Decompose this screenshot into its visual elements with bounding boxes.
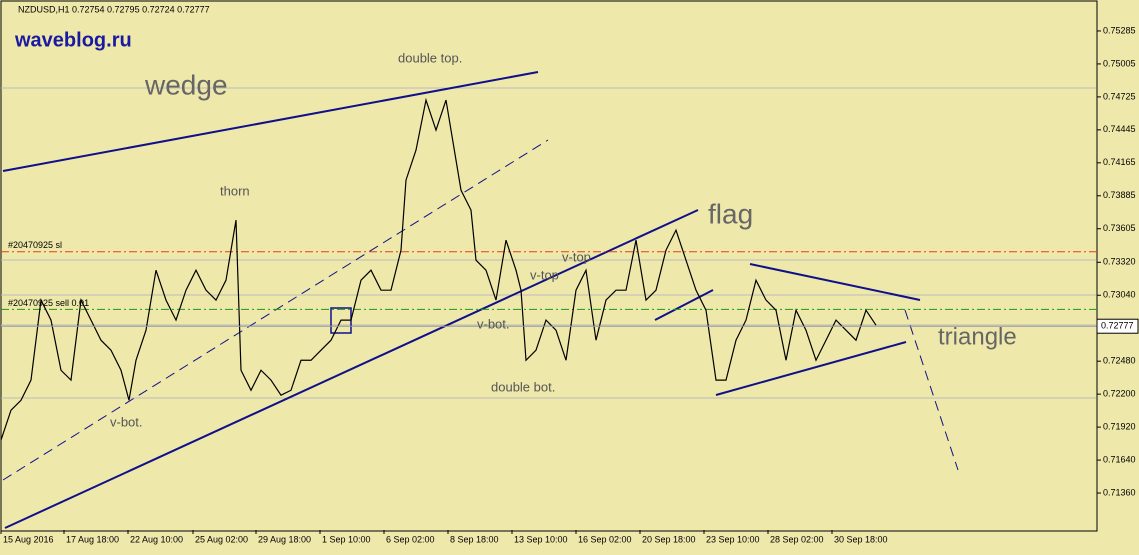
x-tick-label: 22 Aug 10:00 bbox=[130, 534, 183, 544]
annotation: v-top bbox=[530, 267, 559, 282]
levels bbox=[1, 87, 1096, 399]
y-tick-label: 0.73885 bbox=[1103, 190, 1136, 200]
y-tick-label: 0.71920 bbox=[1103, 421, 1136, 431]
plot-frame bbox=[0, 0, 1098, 532]
x-tick-label: 23 Sep 10:00 bbox=[706, 534, 760, 544]
annotation: double top. bbox=[398, 50, 462, 65]
current-price-label: 0.72777 bbox=[1101, 321, 1134, 331]
x-tick-label: 15 Aug 2016 bbox=[3, 534, 54, 544]
x-tick-label: 28 Sep 02:00 bbox=[770, 534, 824, 544]
annotation: double bot. bbox=[491, 379, 555, 394]
current-price-box bbox=[1096, 318, 1139, 334]
annotation: v-top bbox=[562, 249, 591, 264]
x-tick-label: 17 Aug 18:00 bbox=[66, 534, 119, 544]
annotation: flag bbox=[708, 198, 753, 229]
annotation: v-bot. bbox=[477, 316, 510, 331]
x-tick-label: 13 Sep 10:00 bbox=[514, 534, 568, 544]
y-tick-label: 0.71640 bbox=[1103, 454, 1136, 464]
y-tick-label: 0.73320 bbox=[1103, 257, 1136, 267]
header: NZDUSD,H1 0.72754 0.72795 0.72724 0.7277… bbox=[18, 4, 210, 14]
y-tick-label: 0.73040 bbox=[1103, 290, 1136, 300]
y-tick-label: 0.73605 bbox=[1103, 223, 1136, 233]
x-tick-label: 8 Sep 18:00 bbox=[450, 534, 499, 544]
price-line bbox=[0, 97, 877, 441]
order-label: #20470925 sell 0.01 bbox=[8, 298, 89, 308]
x-tick-label: 6 Sep 02:00 bbox=[386, 534, 435, 544]
annotation: wedge bbox=[144, 69, 228, 100]
annotation: thorn bbox=[220, 183, 250, 198]
trend-lines bbox=[2, 71, 921, 529]
y-tick-label: 0.72200 bbox=[1103, 389, 1136, 399]
x-tick-label: 30 Sep 18:00 bbox=[834, 534, 888, 544]
annotation: v-bot. bbox=[110, 414, 143, 429]
annotation: triangle bbox=[938, 323, 1017, 350]
x-tick-label: 16 Sep 02:00 bbox=[578, 534, 632, 544]
watermark: waveblog.ru bbox=[14, 29, 132, 51]
x-tick-label: 29 Aug 18:00 bbox=[258, 534, 311, 544]
y-tick-label: 0.75005 bbox=[1103, 58, 1136, 68]
x-tick-label: 20 Sep 18:00 bbox=[642, 534, 696, 544]
x-tick-label: 25 Aug 02:00 bbox=[195, 534, 248, 544]
y-tick-label: 0.72480 bbox=[1103, 356, 1136, 366]
dashed-lines bbox=[2, 139, 959, 481]
y-tick-label: 0.75285 bbox=[1103, 25, 1136, 35]
x-tick-label: 1 Sep 10:00 bbox=[322, 534, 371, 544]
y-tick-label: 0.74725 bbox=[1103, 91, 1136, 101]
y-tick-label: 0.74445 bbox=[1103, 124, 1136, 134]
y-tick-label: 0.74165 bbox=[1103, 157, 1136, 167]
y-tick-label: 0.71360 bbox=[1103, 487, 1136, 497]
order-label: #20470925 sl bbox=[8, 240, 62, 250]
